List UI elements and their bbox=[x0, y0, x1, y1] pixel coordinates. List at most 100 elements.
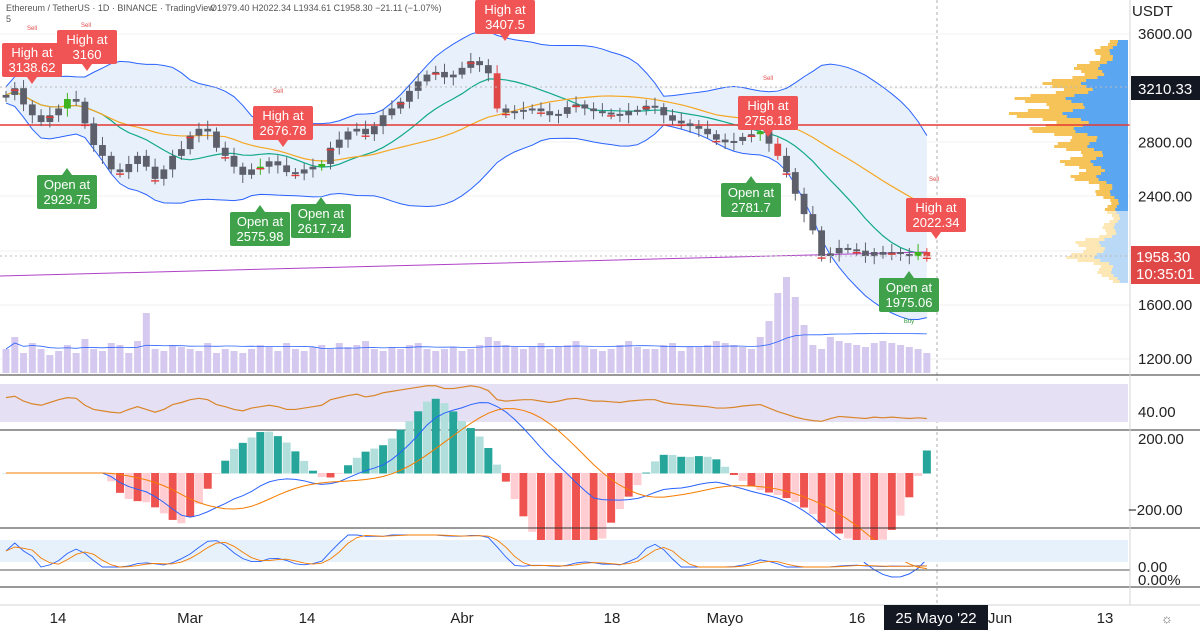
macd-hist-bar bbox=[624, 473, 633, 497]
volume-bar bbox=[879, 341, 887, 373]
candle-body bbox=[46, 115, 54, 123]
annotation-text: 2781.7 bbox=[731, 200, 771, 215]
bollinger-upper bbox=[5, 30, 928, 136]
bollinger-fill bbox=[6, 31, 927, 320]
volume-bar bbox=[747, 349, 755, 373]
candle-body bbox=[265, 161, 273, 167]
macd-hist-bar bbox=[545, 473, 554, 554]
volume-profile-bar-inner bbox=[1106, 181, 1128, 184]
annotation-box bbox=[2, 43, 62, 77]
volume-bar bbox=[256, 345, 264, 373]
volume-profile-bar-inner bbox=[1086, 85, 1128, 88]
time-axis-labels[interactable]: 14 Mar 14 Abr 18 Mayo 16 Jun 13 bbox=[50, 610, 1114, 627]
volume-profile-bar-inner bbox=[1104, 73, 1128, 76]
volume-profile-bar-inner bbox=[1116, 232, 1128, 235]
candle-body bbox=[318, 164, 326, 167]
annotation-text: High at bbox=[262, 108, 304, 123]
volume-profile-bar-inner bbox=[1110, 193, 1128, 196]
annotation-pointer bbox=[82, 64, 92, 71]
indicator-count[interactable]: 5 bbox=[6, 14, 11, 24]
volume-profile-bar-inner bbox=[1109, 49, 1128, 52]
volume-bar bbox=[458, 351, 466, 373]
time-axis-label: Jun bbox=[988, 610, 1012, 627]
candle-body bbox=[327, 147, 334, 164]
volume-bar bbox=[362, 341, 370, 373]
candle-body bbox=[809, 214, 817, 231]
macd-hist-bar bbox=[449, 411, 458, 474]
volume-profile-bar-inner bbox=[1114, 223, 1128, 226]
annotation-box bbox=[906, 198, 966, 232]
candle-body bbox=[870, 252, 878, 257]
volume-profile-bar-inner bbox=[1118, 202, 1128, 205]
macd-hist-bar bbox=[580, 473, 589, 557]
annotation-text: 2617.74 bbox=[298, 221, 345, 236]
annotation-pointer bbox=[763, 130, 773, 137]
price-tick: 1200.00 bbox=[1138, 351, 1192, 368]
macd-hist-bar bbox=[291, 451, 300, 474]
candle-body bbox=[169, 155, 177, 170]
volume-bar bbox=[414, 343, 422, 373]
rsi-band bbox=[0, 384, 1128, 422]
annotation-text: 2758.18 bbox=[745, 113, 792, 128]
macd-histogram bbox=[2, 398, 931, 578]
volume-profile-bar-inner bbox=[1071, 100, 1128, 103]
volume-profile-bar-inner bbox=[1115, 208, 1128, 211]
volume-profile-bar-inner bbox=[1092, 88, 1128, 91]
candle-body bbox=[467, 61, 475, 68]
candle-body bbox=[221, 147, 229, 156]
candle-body bbox=[99, 145, 106, 156]
volume-profile-bar-inner bbox=[1104, 247, 1128, 250]
macd-hist-bar bbox=[405, 421, 414, 474]
price-candles[interactable] bbox=[2, 52, 931, 265]
volume-bar bbox=[274, 351, 282, 373]
volume-profile-bar-inner bbox=[1104, 238, 1128, 241]
volume-bar bbox=[669, 343, 677, 373]
volume-bar bbox=[134, 341, 142, 373]
volume-bar bbox=[923, 353, 931, 373]
macd-hist-bar bbox=[554, 473, 563, 557]
candle-body bbox=[791, 172, 799, 194]
macd-hist-bar bbox=[466, 428, 475, 474]
candle-body bbox=[783, 155, 790, 173]
volume-profile-bar-inner bbox=[1109, 262, 1128, 265]
macd-hist-bar bbox=[203, 473, 212, 489]
volume-profile-bar-inner bbox=[1093, 163, 1128, 166]
candle-body bbox=[625, 111, 633, 116]
volume-profile-bar-inner bbox=[1112, 187, 1128, 190]
signal-buy: Buy bbox=[904, 319, 914, 325]
macd-hist-bar bbox=[387, 438, 396, 474]
candle-body bbox=[406, 90, 413, 102]
candle-body bbox=[476, 61, 483, 66]
annotation-text: High at bbox=[11, 45, 53, 60]
volume-bar bbox=[844, 343, 852, 373]
price-axis-ticks[interactable]: 3600.00 2800.00 2400.00 1600.00 1200.00 bbox=[1138, 26, 1192, 368]
candle-body bbox=[660, 107, 668, 116]
volume-profile-bar-inner bbox=[1113, 274, 1128, 277]
chart-title: Ethereum / TetherUS · 1D · BINANCE · Tra… bbox=[6, 3, 215, 13]
candle-body bbox=[388, 108, 396, 116]
settings-gear-icon[interactable]: ☼ bbox=[1161, 611, 1173, 626]
volume-bar bbox=[633, 347, 641, 373]
macd-hist-bar bbox=[256, 432, 265, 474]
macd-hist-bar bbox=[861, 473, 870, 548]
annotation-text: 3138.62 bbox=[9, 60, 56, 75]
macd-hist-bar bbox=[800, 473, 809, 508]
macd-hist-bar bbox=[528, 473, 537, 532]
macd-hist-bar bbox=[615, 473, 624, 510]
volume-profile-bar-inner bbox=[1098, 67, 1128, 70]
volume-bar bbox=[783, 277, 791, 373]
volume-bar bbox=[248, 349, 256, 373]
volume-profile-bar-inner bbox=[1099, 64, 1128, 67]
macd-hist-bar bbox=[747, 473, 756, 487]
volume-bar bbox=[905, 347, 913, 373]
macd-hist-bar bbox=[238, 442, 247, 474]
macd-hist-bar bbox=[756, 473, 765, 490]
macd-hist-bar bbox=[194, 473, 203, 504]
candle-body bbox=[441, 71, 448, 78]
volume-profile-bar-inner bbox=[1098, 178, 1128, 181]
time-axis-label: 14 bbox=[50, 610, 67, 627]
